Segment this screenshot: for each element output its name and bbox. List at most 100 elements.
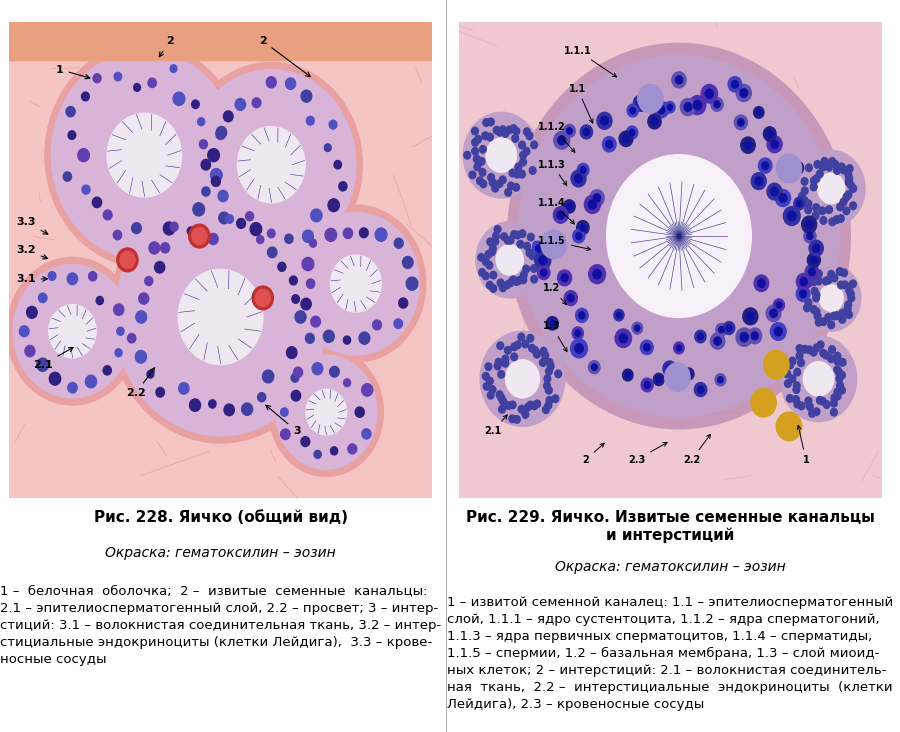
Circle shape <box>848 294 855 302</box>
Circle shape <box>813 203 820 212</box>
Circle shape <box>571 339 588 358</box>
Text: 2.3: 2.3 <box>628 443 667 465</box>
Circle shape <box>834 352 841 360</box>
Circle shape <box>575 174 582 183</box>
Circle shape <box>819 397 826 405</box>
Circle shape <box>632 322 643 334</box>
Circle shape <box>564 291 577 305</box>
Circle shape <box>833 216 840 223</box>
Circle shape <box>187 227 194 235</box>
Circle shape <box>269 348 383 477</box>
Circle shape <box>324 143 331 152</box>
Circle shape <box>814 408 820 416</box>
Circle shape <box>485 363 492 370</box>
Circle shape <box>310 316 320 327</box>
Circle shape <box>794 400 801 408</box>
Circle shape <box>286 347 297 359</box>
Circle shape <box>575 344 583 353</box>
Circle shape <box>502 355 508 363</box>
Circle shape <box>256 236 264 244</box>
Circle shape <box>192 228 207 244</box>
Circle shape <box>819 285 843 311</box>
Circle shape <box>520 276 526 283</box>
Circle shape <box>819 163 826 171</box>
Circle shape <box>839 386 845 394</box>
Circle shape <box>292 295 300 303</box>
Circle shape <box>94 74 101 83</box>
Text: 1.1.3: 1.1.3 <box>538 160 567 185</box>
Circle shape <box>486 281 493 289</box>
Circle shape <box>479 269 485 276</box>
Circle shape <box>543 406 549 414</box>
Circle shape <box>815 318 822 326</box>
Circle shape <box>833 167 841 174</box>
Circle shape <box>496 244 523 275</box>
Circle shape <box>554 370 562 378</box>
Circle shape <box>208 234 218 244</box>
Circle shape <box>776 190 790 206</box>
Circle shape <box>114 72 122 81</box>
Circle shape <box>576 233 581 239</box>
Circle shape <box>798 193 806 200</box>
Circle shape <box>252 98 261 108</box>
Circle shape <box>557 211 564 219</box>
Circle shape <box>767 183 782 200</box>
Text: Рис. 229. Яичко. Извитые семенные канальцы
и интерстиций: Рис. 229. Яичко. Извитые семенные каналь… <box>466 509 875 542</box>
Circle shape <box>51 51 238 260</box>
Circle shape <box>514 416 520 423</box>
Circle shape <box>292 212 419 355</box>
Circle shape <box>796 274 811 290</box>
Circle shape <box>683 368 694 380</box>
Circle shape <box>50 373 60 385</box>
Circle shape <box>801 197 808 204</box>
Circle shape <box>489 248 495 255</box>
Circle shape <box>257 392 266 402</box>
Circle shape <box>718 377 723 383</box>
Circle shape <box>480 146 486 153</box>
Circle shape <box>846 287 852 294</box>
Circle shape <box>810 183 817 191</box>
Circle shape <box>312 362 323 375</box>
Circle shape <box>813 244 820 253</box>
Circle shape <box>518 406 525 413</box>
Circle shape <box>482 373 490 380</box>
Circle shape <box>302 90 311 102</box>
Circle shape <box>813 175 820 182</box>
Circle shape <box>689 96 706 114</box>
Circle shape <box>804 304 810 312</box>
Circle shape <box>837 382 843 389</box>
Circle shape <box>93 197 102 208</box>
Circle shape <box>763 127 776 141</box>
Circle shape <box>135 351 147 363</box>
Circle shape <box>536 245 542 252</box>
Circle shape <box>202 187 210 196</box>
Circle shape <box>527 401 534 408</box>
Circle shape <box>836 375 842 383</box>
Circle shape <box>656 376 662 383</box>
Circle shape <box>519 230 526 237</box>
Circle shape <box>136 311 147 323</box>
Circle shape <box>189 224 210 248</box>
Circle shape <box>831 408 837 416</box>
Circle shape <box>285 78 295 89</box>
Circle shape <box>539 255 547 265</box>
Text: 1.1.4: 1.1.4 <box>538 198 574 224</box>
Circle shape <box>63 172 71 182</box>
Circle shape <box>806 280 812 287</box>
Circle shape <box>797 151 865 227</box>
Circle shape <box>290 276 297 285</box>
Circle shape <box>716 374 725 386</box>
Text: 1.3: 1.3 <box>544 321 567 351</box>
Circle shape <box>742 308 758 325</box>
Circle shape <box>758 279 765 288</box>
Circle shape <box>698 386 704 393</box>
Circle shape <box>747 312 754 321</box>
Circle shape <box>216 127 227 138</box>
Circle shape <box>193 228 200 236</box>
Circle shape <box>815 277 822 285</box>
Circle shape <box>833 312 841 319</box>
Circle shape <box>798 402 805 410</box>
Circle shape <box>359 332 370 344</box>
Circle shape <box>600 116 608 125</box>
Text: Окраска: гематоксилин – эозин: Окраска: гематоксилин – эозин <box>555 559 786 574</box>
